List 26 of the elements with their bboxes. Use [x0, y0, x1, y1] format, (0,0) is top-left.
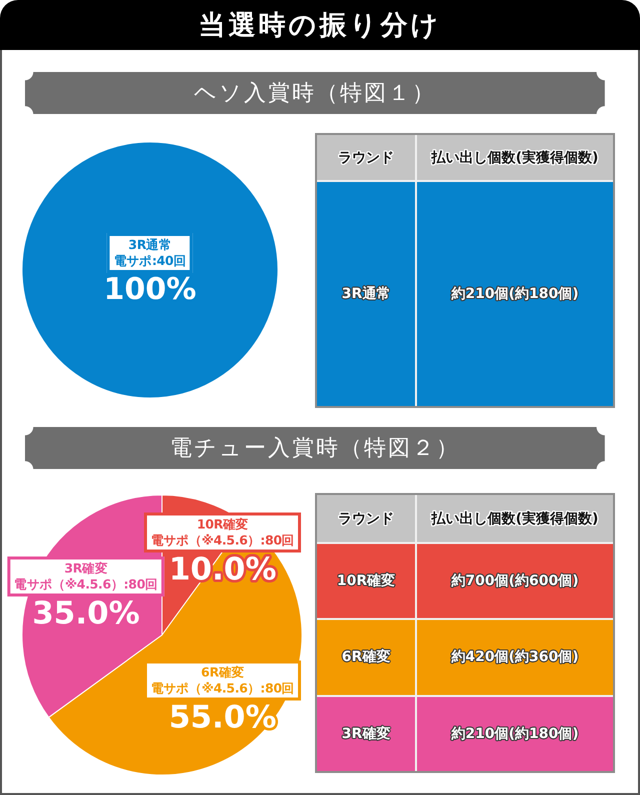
- text: 電サポ（※4.5.6）:80回: [14, 576, 158, 593]
- text: 電サポ（※4.5.6）:80回: [150, 680, 294, 697]
- text: 約210個(約180個): [451, 726, 579, 742]
- text: 約700個(約600個): [451, 573, 579, 590]
- text: ラウンド: [338, 148, 394, 166]
- category-label: 10R確変: [336, 572, 396, 590]
- category-label: 3R通常: [342, 285, 390, 303]
- chart-title: 電チュー入賞時（特図２）: [170, 435, 460, 463]
- text: 約210個(約180個): [451, 286, 579, 302]
- slice-label: 6R確変: [201, 664, 244, 681]
- text: 電サポ:40回: [114, 253, 186, 269]
- text: ラウンド: [338, 510, 394, 528]
- text: 払い出し個数(実獲得個数): [432, 148, 598, 166]
- data-label: 35.0%: [32, 596, 140, 632]
- slice-label: 10R確変: [196, 516, 248, 532]
- data-label: 100%: [104, 272, 196, 307]
- category-label: 6R確変: [342, 648, 390, 666]
- text: 当選時の振り分け: [198, 9, 442, 43]
- chart-title: ヘソ入賞時（特図１）: [194, 80, 436, 108]
- slice-label: 3R通常: [128, 237, 172, 253]
- slice-label: 3R確変: [64, 560, 108, 577]
- text: 約420個(約360個): [451, 649, 579, 666]
- text: 電サポ（※4.5.6）:80回: [150, 532, 294, 548]
- text: 払い出し個数(実獲得個数): [432, 510, 598, 528]
- category-label: 3R確変: [342, 724, 390, 743]
- data-label: 55.0%: [168, 700, 276, 736]
